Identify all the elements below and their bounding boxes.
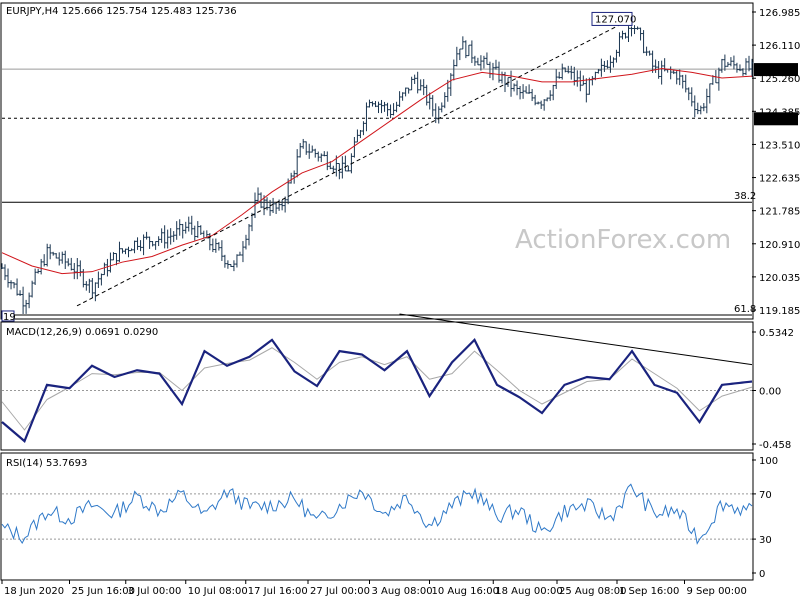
low-label: 19 — [3, 312, 16, 323]
rsi-axis-label: 30 — [759, 535, 772, 546]
last-price-tag-label: 125.736 — [757, 65, 798, 76]
price-axis-label: 125.260 — [759, 74, 800, 85]
macd-series-layer — [1, 313, 753, 443]
high-label-box — [591, 11, 633, 26]
rsi-series-layer — [1, 483, 753, 545]
last-price-tag — [754, 63, 798, 77]
macd-axis-label: 0.5342 — [759, 328, 794, 339]
rsi-axis-label: 70 — [759, 490, 772, 501]
low-label-box — [1, 310, 15, 322]
time-axis-label: 10 Jul 08:00 — [188, 586, 248, 597]
time-axis-label: 10 Aug 16:00 — [432, 586, 499, 597]
price-axis-label: 120.035 — [759, 273, 800, 284]
high-label: 127.070 — [595, 14, 636, 25]
time-axis-label: 27 Jul 00:00 — [310, 586, 370, 597]
time-axis-label: 18 Jun 2020 — [4, 586, 64, 597]
rsi-line — [1, 483, 753, 545]
macd-panel-frame — [0, 321, 754, 451]
rsi-panel-frame — [0, 452, 754, 581]
price-panel-frame — [0, 2, 754, 320]
macd-axis-label: 0.00 — [759, 387, 781, 398]
price-axis-label: 122.635 — [759, 174, 800, 185]
level-price-tag — [754, 112, 798, 126]
price-axis-label: 120.910 — [759, 240, 800, 251]
rsi-axis-label: 0 — [759, 569, 765, 580]
price-trendline — [76, 17, 633, 307]
price-axis-label: 126.985 — [759, 8, 800, 19]
macd-trendline — [399, 313, 753, 366]
macd-axis-label: -0.458 — [759, 440, 791, 451]
price-axis-label: 123.510 — [759, 140, 800, 151]
price-axis-label: 126.110 — [759, 41, 800, 52]
macd-line — [1, 338, 753, 443]
price-panel-title: EURJPY,H4 125.666 125.754 125.483 125.73… — [6, 6, 237, 17]
fib-level-label: 61.8 — [734, 304, 756, 315]
time-axis-label: 3 Jul 00:00 — [128, 586, 182, 597]
time-axis-label: 9 Sep 00:00 — [687, 586, 747, 597]
time-axis-label: 25 Jun 16:00 — [72, 586, 136, 597]
fib-level-label: 38.2 — [734, 191, 756, 202]
macd-panel-title: MACD(12,26,9) 0.0691 0.0290 — [6, 327, 158, 338]
level-price-tag-label: 124.440 — [757, 114, 798, 125]
price-axis-label: 119.185 — [759, 306, 800, 317]
time-axis-label: 18 Aug 00:00 — [495, 586, 562, 597]
time-axis-label: 1 Sep 16:00 — [619, 586, 679, 597]
time-axis-label: 17 Jul 16:00 — [248, 586, 308, 597]
rsi-axis-label: 100 — [759, 456, 778, 467]
axis-layer: 126.985126.110125.260124.385123.510122.6… — [1, 8, 800, 597]
time-axis-label: 3 Aug 08:00 — [372, 586, 433, 597]
rsi-panel-title: RSI(14) 53.7693 — [6, 458, 87, 469]
price-series-layer: 38.2 61.8 127.070 19 — [0, 11, 756, 323]
watermark: ActionForex.com — [515, 225, 731, 255]
macd-signal-line — [1, 347, 753, 431]
price-axis-label: 121.785 — [759, 207, 800, 218]
time-axis-label: 25 Aug 08:00 — [559, 586, 626, 597]
moving-average-line — [1, 68, 753, 275]
